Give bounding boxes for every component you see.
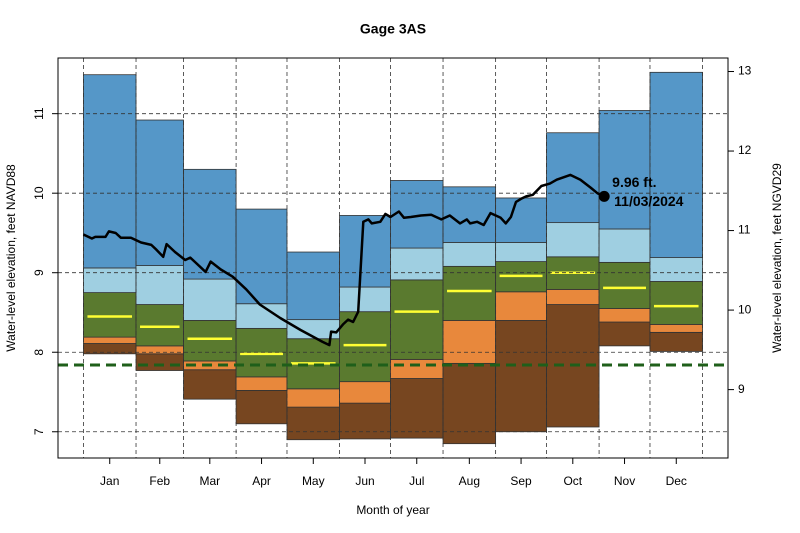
y-tick-label: 11: [32, 107, 46, 120]
percentile-band: [390, 358, 444, 379]
percentile-band: [442, 242, 497, 267]
percentile-band: [390, 180, 444, 249]
percentile-band: [598, 321, 651, 347]
percentile-band: [390, 247, 444, 281]
percentile-band: [235, 376, 288, 391]
x-tick-label: Oct: [563, 474, 582, 488]
percentile-band: [183, 278, 237, 321]
x-tick-label: Jul: [409, 474, 424, 488]
percentile-band: [286, 406, 340, 441]
percentile-band: [649, 331, 703, 352]
percentile-band: [495, 291, 547, 321]
water-level-line: [82, 173, 605, 347]
plot-frame: [57, 57, 729, 459]
percentile-band: [390, 279, 444, 360]
x-tick-label: Jun: [355, 474, 374, 488]
percentile-band: [390, 378, 444, 439]
y-tick-label: 9: [32, 269, 46, 276]
percentile-band: [339, 381, 391, 404]
y-tick-label: 7: [32, 428, 46, 435]
percentile-band: [442, 320, 497, 364]
x-tick-label: Aug: [459, 474, 480, 488]
percentile-band: [286, 251, 340, 321]
percentile-band: [339, 402, 391, 440]
percentile-band: [286, 388, 340, 408]
y2-axis-label: Water-level elevation, feet NGVD29: [770, 163, 784, 353]
percentile-band: [183, 369, 237, 400]
percentile-band: [649, 257, 703, 282]
percentile-band: [598, 110, 651, 230]
percentile-band: [339, 286, 391, 313]
percentile-band: [135, 304, 184, 347]
percentile-band: [546, 289, 600, 305]
y2-tick-label: 9: [738, 382, 745, 396]
percentile-band: [135, 265, 184, 305]
x-tick-label: Mar: [199, 474, 220, 488]
x-tick-label: Feb: [149, 474, 170, 488]
percentile-band: [598, 261, 651, 309]
percentile-band: [546, 222, 600, 258]
chart-title: Gage 3AS: [360, 21, 426, 37]
x-tick-label: Apr: [252, 474, 271, 488]
percentile-band: [83, 267, 137, 293]
percentile-band: [235, 208, 288, 305]
percentile-band: [495, 320, 547, 433]
percentile-band: [135, 353, 184, 371]
percentile-band: [598, 308, 651, 323]
percentile-band: [649, 71, 703, 259]
last-point: [598, 190, 610, 202]
y2-tick-label: 13: [738, 64, 752, 78]
y2-tick-label: 10: [738, 302, 752, 316]
last-point-label: 9.96 ft.: [612, 174, 656, 190]
percentile-band: [235, 390, 288, 425]
last-point-label: 11/03/2024: [614, 193, 684, 209]
x-tick-label: May: [302, 474, 325, 488]
x-tick-label: Jan: [100, 474, 119, 488]
x-tick-label: Nov: [614, 474, 635, 488]
y-tick-label: 10: [32, 186, 46, 200]
x-tick-label: Sep: [510, 474, 532, 488]
percentile-band: [339, 215, 391, 288]
percentile-band: [649, 281, 703, 325]
percentile-band: [83, 292, 137, 338]
percentile-band: [546, 132, 600, 224]
percentile-band: [495, 242, 547, 262]
x-axis-label: Month of year: [356, 503, 429, 517]
percentile-band: [442, 265, 497, 321]
y-tick-label: 8: [32, 349, 46, 356]
percentile-band: [442, 186, 497, 243]
y-axis-label: Water-level elevation, feet NAVD88: [4, 164, 18, 352]
percentile-band: [649, 324, 703, 333]
y2-tick-label: 12: [738, 143, 752, 157]
x-tick-label: Dec: [666, 474, 687, 488]
percentile-band: [339, 311, 391, 383]
percentile-band: [83, 336, 137, 344]
percentile-band: [598, 228, 651, 263]
percentile-band: [183, 320, 237, 362]
y2-tick-label: 11: [738, 223, 751, 237]
